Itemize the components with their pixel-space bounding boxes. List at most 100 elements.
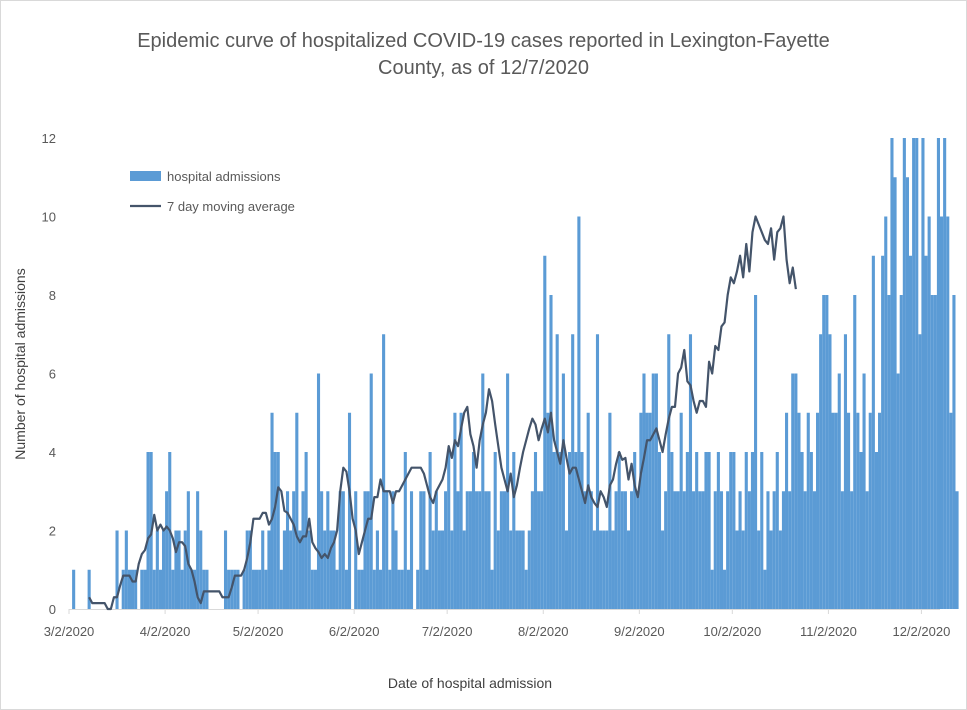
bar bbox=[385, 491, 389, 609]
bar bbox=[955, 491, 959, 609]
bar bbox=[738, 491, 742, 609]
axes bbox=[68, 609, 940, 614]
bar bbox=[586, 412, 590, 609]
bar bbox=[258, 569, 262, 609]
bar-series bbox=[72, 138, 959, 609]
x-tick-label: 9/2/2020 bbox=[614, 624, 665, 639]
bar bbox=[279, 569, 283, 609]
bar bbox=[698, 491, 702, 609]
bar bbox=[664, 491, 668, 609]
bar bbox=[791, 373, 795, 609]
bar bbox=[143, 569, 147, 609]
bar bbox=[682, 491, 686, 609]
bar bbox=[577, 216, 581, 609]
bar bbox=[636, 491, 640, 609]
bar bbox=[487, 491, 491, 609]
bar bbox=[468, 491, 472, 609]
bar bbox=[174, 530, 178, 609]
bar bbox=[661, 530, 665, 609]
bar bbox=[806, 412, 810, 609]
bar bbox=[592, 530, 596, 609]
bar bbox=[264, 569, 268, 609]
bar bbox=[859, 452, 863, 609]
bar bbox=[165, 491, 169, 609]
bar bbox=[72, 569, 76, 609]
bar bbox=[785, 412, 789, 609]
bar bbox=[428, 452, 432, 609]
bar bbox=[831, 412, 835, 609]
moving-average-line bbox=[88, 215, 797, 611]
bar bbox=[360, 569, 364, 609]
bar bbox=[115, 530, 119, 609]
bar bbox=[310, 569, 314, 609]
bar bbox=[611, 530, 615, 609]
bar bbox=[515, 530, 519, 609]
bar bbox=[456, 491, 460, 609]
bar bbox=[905, 177, 909, 609]
bar bbox=[915, 138, 919, 609]
bar bbox=[781, 491, 786, 609]
bar bbox=[382, 334, 386, 609]
bar bbox=[202, 569, 206, 609]
bar bbox=[757, 530, 761, 609]
bar bbox=[769, 530, 773, 609]
bar bbox=[670, 452, 674, 609]
bar bbox=[608, 412, 612, 609]
bar bbox=[512, 452, 516, 609]
bar bbox=[394, 530, 398, 609]
bar bbox=[335, 569, 339, 609]
bar bbox=[676, 491, 680, 609]
bar bbox=[812, 491, 817, 609]
x-tick-label: 5/2/2020 bbox=[233, 624, 284, 639]
bar bbox=[766, 491, 770, 609]
bar bbox=[943, 138, 947, 609]
bar bbox=[233, 569, 237, 609]
bar bbox=[719, 491, 724, 609]
bar bbox=[155, 530, 159, 609]
bar bbox=[496, 530, 500, 609]
bar bbox=[347, 412, 352, 609]
bar bbox=[372, 569, 376, 609]
bar bbox=[617, 452, 621, 609]
bar bbox=[301, 491, 305, 609]
tick-labels: 0 2 4 6 8 10 12 3/2/2020 4/2/2020 5/2/2020 6/2/202… bbox=[42, 131, 951, 639]
bar bbox=[589, 491, 593, 609]
bar bbox=[868, 412, 872, 609]
bar bbox=[878, 412, 882, 609]
bar bbox=[189, 569, 193, 609]
bar bbox=[837, 373, 841, 609]
bar bbox=[422, 491, 426, 609]
bar bbox=[248, 530, 252, 609]
x-tick-label: 7/2/2020 bbox=[422, 624, 473, 639]
bar bbox=[918, 334, 922, 609]
bar bbox=[673, 491, 677, 609]
bar bbox=[899, 295, 903, 609]
bar bbox=[564, 530, 569, 609]
y-tick-label: 10 bbox=[42, 210, 56, 225]
bar bbox=[425, 569, 429, 609]
bar bbox=[645, 412, 649, 609]
bar bbox=[227, 569, 231, 609]
bar bbox=[447, 452, 451, 609]
bar bbox=[251, 569, 255, 609]
bar bbox=[949, 412, 953, 609]
bar bbox=[357, 569, 361, 609]
bar bbox=[909, 255, 913, 609]
bar bbox=[887, 295, 891, 609]
bar bbox=[261, 530, 265, 609]
bar bbox=[406, 569, 410, 609]
bar bbox=[307, 530, 311, 609]
bar bbox=[605, 530, 609, 609]
y-tick-label: 0 bbox=[49, 602, 56, 617]
bar bbox=[409, 491, 414, 609]
bar bbox=[574, 452, 578, 609]
bar bbox=[822, 295, 826, 609]
bar bbox=[161, 530, 166, 609]
bar bbox=[735, 530, 739, 609]
bar bbox=[465, 491, 469, 609]
bar bbox=[493, 452, 497, 609]
x-tick-label: 10/2/2020 bbox=[703, 624, 761, 639]
bar bbox=[87, 569, 91, 609]
bar bbox=[657, 452, 662, 609]
bar bbox=[450, 530, 454, 609]
